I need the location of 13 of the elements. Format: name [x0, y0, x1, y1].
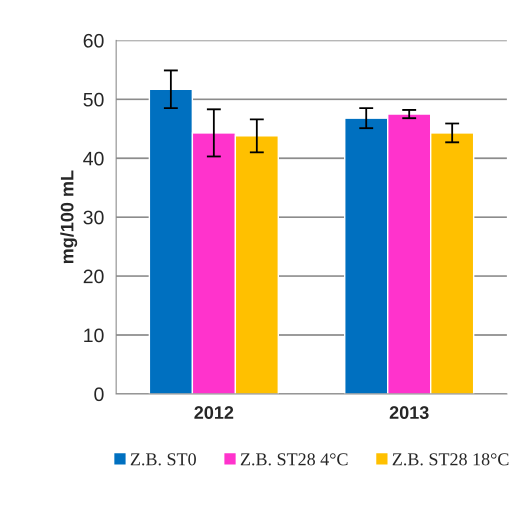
y-tick-label: 40 [83, 152, 104, 166]
y-axis-title: mg/100 mL [60, 170, 78, 264]
y-tick-label: 50 [84, 92, 104, 107]
legend-label: Z.B. ST28 4°C [240, 453, 348, 466]
y-tick-label: 30 [83, 210, 104, 224]
y-tick-label: 10 [84, 328, 104, 342]
x-tick-label: 2012 [194, 406, 234, 419]
legend-label: Z.B. ST28 18°C [392, 453, 508, 466]
x-tick-label: 2013 [390, 406, 429, 419]
y-tick-label: 20 [84, 270, 104, 284]
y-tick-label: 0 [94, 387, 104, 402]
legend-label: Z.B. ST0 [130, 453, 196, 466]
y-tick-label: 60 [84, 34, 104, 48]
